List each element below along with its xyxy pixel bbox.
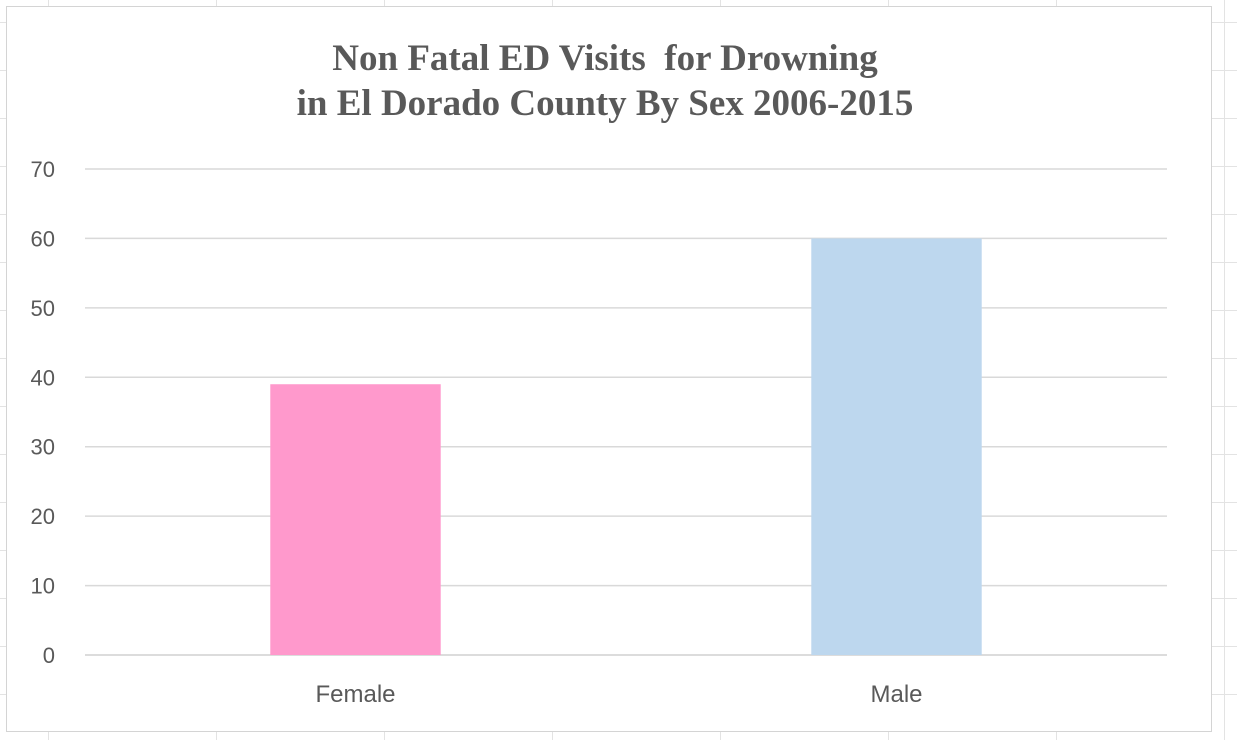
y-axis-tick-labels: 0 10 20 30 40 50 60 70 <box>31 157 55 668</box>
chart-area[interactable] <box>6 6 1212 732</box>
chart-title-line-2: in El Dorado County By Sex 2006-2015 <box>296 83 914 124</box>
y-tick-label: 40 <box>31 365 55 390</box>
x-axis-category-labels: Female Male <box>315 681 922 708</box>
y-tick-label: 60 <box>31 226 55 251</box>
x-category-label-female: Female <box>315 681 395 708</box>
x-category-label-male: Male <box>870 681 922 708</box>
y-tick-label: 20 <box>31 504 55 529</box>
chart-title: Non Fatal ED Visits for Drowning in El D… <box>0 36 1210 126</box>
chart-title-line-1: Non Fatal ED Visits for Drowning <box>332 38 878 79</box>
y-tick-label: 30 <box>31 435 55 460</box>
gridlines <box>85 168 1167 656</box>
y-tick-label: 70 <box>31 157 55 182</box>
bars <box>270 238 982 655</box>
y-tick-label: 0 <box>43 643 55 668</box>
bar-female[interactable] <box>270 384 441 655</box>
y-tick-label: 10 <box>31 574 55 599</box>
bar-male[interactable] <box>811 238 982 655</box>
y-tick-label: 50 <box>31 296 55 321</box>
